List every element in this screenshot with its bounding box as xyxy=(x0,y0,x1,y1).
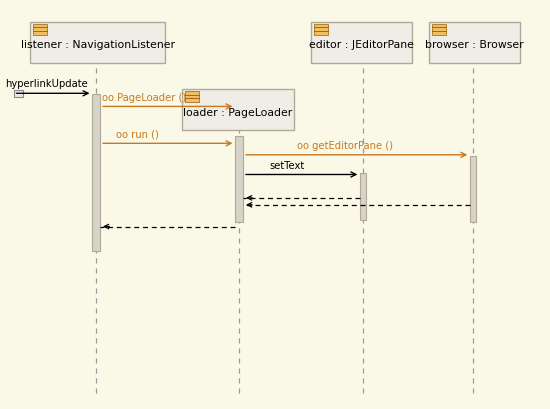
Text: loader : PageLoader: loader : PageLoader xyxy=(183,108,293,117)
Bar xyxy=(30,22,165,63)
Bar xyxy=(360,174,366,221)
Bar xyxy=(311,22,412,63)
Text: oo PageLoader (): oo PageLoader () xyxy=(102,93,186,103)
Text: oo getEditorPane (): oo getEditorPane () xyxy=(297,141,393,151)
Bar xyxy=(429,22,520,63)
Text: browser : Browser: browser : Browser xyxy=(425,40,524,50)
Text: listener : NavigationListener: listener : NavigationListener xyxy=(21,40,175,50)
Bar xyxy=(314,25,328,36)
Text: oo run (): oo run () xyxy=(116,130,158,139)
Bar xyxy=(33,25,47,36)
Text: editor : JEditorPane: editor : JEditorPane xyxy=(309,40,414,50)
Bar xyxy=(92,95,100,252)
Bar xyxy=(184,92,199,103)
Bar xyxy=(235,137,243,223)
Text: hyperlinkUpdate: hyperlinkUpdate xyxy=(6,79,88,89)
Bar xyxy=(182,90,294,131)
Bar xyxy=(432,25,446,36)
Bar xyxy=(14,91,23,97)
Text: setText: setText xyxy=(270,161,305,171)
Bar xyxy=(470,156,476,223)
